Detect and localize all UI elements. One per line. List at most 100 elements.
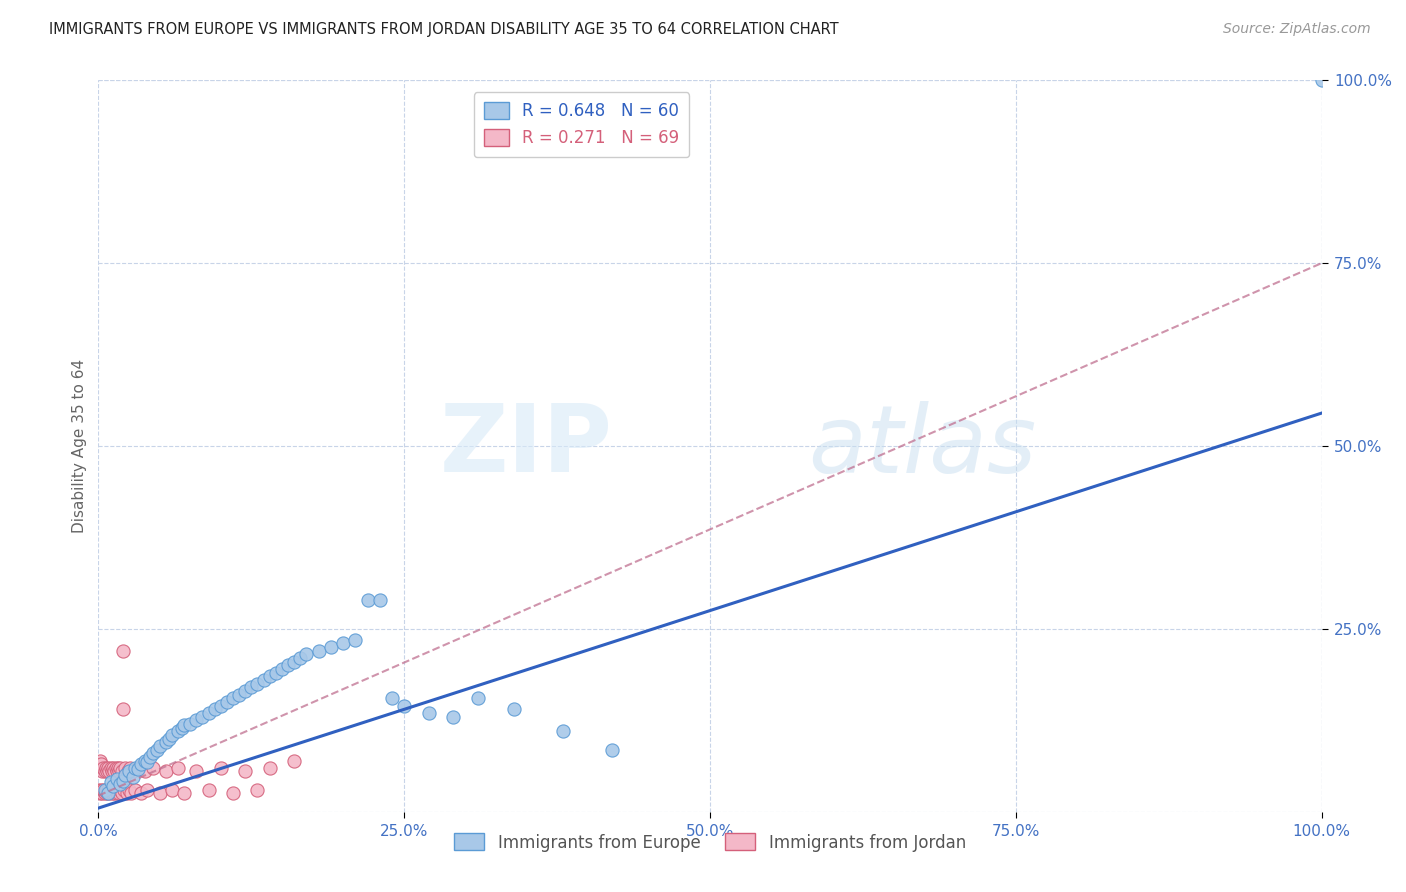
Point — [93, 787, 115, 801]
Point — [118, 764, 141, 779]
Y-axis label: Disability Age 35 to 64: Disability Age 35 to 64 — [72, 359, 87, 533]
Point — [356, 592, 378, 607]
Point — [91, 787, 114, 801]
Point — [149, 739, 172, 753]
Point — [173, 787, 195, 801]
Point — [252, 673, 274, 687]
Point — [142, 746, 165, 760]
Point — [149, 787, 172, 801]
Point — [170, 721, 193, 735]
Point — [160, 728, 183, 742]
Point — [118, 782, 141, 797]
Point — [136, 755, 159, 769]
Point — [344, 632, 367, 647]
Point — [197, 706, 219, 720]
Point — [96, 787, 118, 801]
Point — [127, 762, 149, 776]
Point — [103, 764, 125, 779]
Point — [97, 787, 120, 801]
Point — [111, 702, 134, 716]
Point — [191, 709, 214, 723]
Point — [259, 669, 281, 683]
Point — [90, 782, 112, 797]
Point — [98, 764, 121, 779]
Point — [105, 764, 128, 779]
Point — [308, 644, 330, 658]
Point — [120, 761, 142, 775]
Point — [134, 754, 156, 768]
Point — [104, 761, 127, 775]
Point — [222, 691, 245, 706]
Point — [115, 787, 138, 801]
Point — [136, 782, 159, 797]
Point — [146, 742, 169, 756]
Point — [134, 764, 156, 779]
Point — [467, 691, 489, 706]
Point — [114, 768, 136, 782]
Point — [124, 782, 146, 797]
Point — [215, 695, 238, 709]
Point — [97, 782, 120, 797]
Point — [104, 782, 127, 797]
Point — [155, 764, 177, 779]
Point — [100, 782, 122, 797]
Point — [553, 724, 575, 739]
Point — [87, 761, 110, 775]
Point — [209, 698, 232, 713]
Point — [600, 742, 623, 756]
Point — [222, 787, 245, 801]
Text: IMMIGRANTS FROM EUROPE VS IMMIGRANTS FROM JORDAN DISABILITY AGE 35 TO 64 CORRELA: IMMIGRANTS FROM EUROPE VS IMMIGRANTS FRO… — [49, 22, 839, 37]
Point — [167, 761, 190, 775]
Point — [111, 644, 134, 658]
Point — [93, 782, 115, 797]
Point — [228, 688, 250, 702]
Point — [87, 782, 110, 797]
Point — [111, 787, 134, 801]
Point — [120, 787, 142, 801]
Point — [441, 709, 464, 723]
Point — [97, 761, 120, 775]
Point — [121, 770, 143, 784]
Point — [259, 761, 281, 775]
Point — [1310, 73, 1333, 87]
Point — [295, 648, 318, 662]
Point — [283, 655, 305, 669]
Point — [117, 764, 139, 779]
Point — [160, 782, 183, 797]
Point — [107, 782, 129, 797]
Point — [233, 764, 256, 779]
Point — [209, 761, 232, 775]
Point — [111, 774, 134, 789]
Point — [319, 640, 342, 655]
Point — [100, 761, 122, 775]
Point — [90, 757, 112, 772]
Text: ZIP: ZIP — [439, 400, 612, 492]
Point — [121, 764, 143, 779]
Point — [264, 665, 287, 680]
Point — [111, 764, 134, 779]
Point — [368, 592, 391, 607]
Point — [101, 779, 124, 793]
Point — [139, 749, 162, 764]
Point — [112, 782, 135, 797]
Point — [240, 681, 263, 695]
Point — [155, 735, 177, 749]
Point — [94, 782, 117, 797]
Point — [503, 702, 526, 716]
Point — [277, 658, 299, 673]
Point — [418, 706, 440, 720]
Point — [129, 757, 152, 772]
Point — [108, 764, 131, 779]
Point — [142, 761, 165, 775]
Point — [129, 787, 152, 801]
Point — [110, 782, 132, 797]
Point — [110, 777, 132, 791]
Point — [100, 775, 122, 789]
Point — [108, 787, 131, 801]
Point — [96, 764, 118, 779]
Point — [233, 684, 256, 698]
Point — [173, 718, 195, 732]
Point — [332, 636, 354, 650]
Point — [101, 761, 124, 775]
Point — [204, 702, 226, 716]
